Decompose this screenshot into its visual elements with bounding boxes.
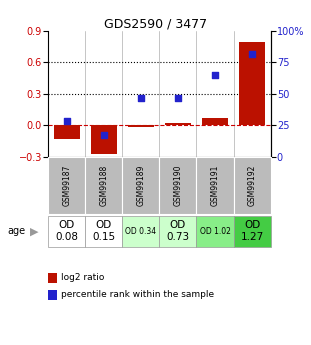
Text: GSM99190: GSM99190 [174,165,183,206]
Bar [234,216,271,247]
Bar [122,157,159,214]
Text: log2 ratio: log2 ratio [61,273,104,282]
Point [138,95,143,100]
Text: GSM99189: GSM99189 [136,165,145,206]
Text: percentile rank within the sample: percentile rank within the sample [61,290,214,299]
Text: OD
0.15: OD 0.15 [92,220,115,242]
Bar [48,216,85,247]
Text: OD
1.27: OD 1.27 [240,220,264,242]
Text: GSM99187: GSM99187 [62,165,71,206]
Bar [91,125,117,155]
Text: GDS2590 / 3477: GDS2590 / 3477 [104,17,207,30]
Text: OD
0.08: OD 0.08 [55,220,78,242]
Bar [122,216,159,247]
Text: OD 0.34: OD 0.34 [125,227,156,236]
Bar [85,157,122,214]
Bar [128,125,154,127]
Bar [165,123,191,125]
Bar [202,118,228,125]
Text: GSM99192: GSM99192 [248,165,257,206]
Point [101,132,106,138]
Text: age: age [8,226,26,236]
Text: OD
0.73: OD 0.73 [166,220,189,242]
Text: OD 1.02: OD 1.02 [200,227,230,236]
Bar [85,216,122,247]
Point [212,72,217,78]
Bar [239,41,265,125]
Text: GSM99188: GSM99188 [99,165,108,206]
Bar [234,157,271,214]
Bar [54,125,80,139]
Text: GSM99191: GSM99191 [211,165,220,206]
Text: ▶: ▶ [30,226,38,236]
Bar [159,216,197,247]
Bar [197,216,234,247]
Bar [48,157,85,214]
Point [249,51,254,56]
Bar [159,157,197,214]
Point [175,95,180,100]
Bar [197,157,234,214]
Point [64,119,69,124]
